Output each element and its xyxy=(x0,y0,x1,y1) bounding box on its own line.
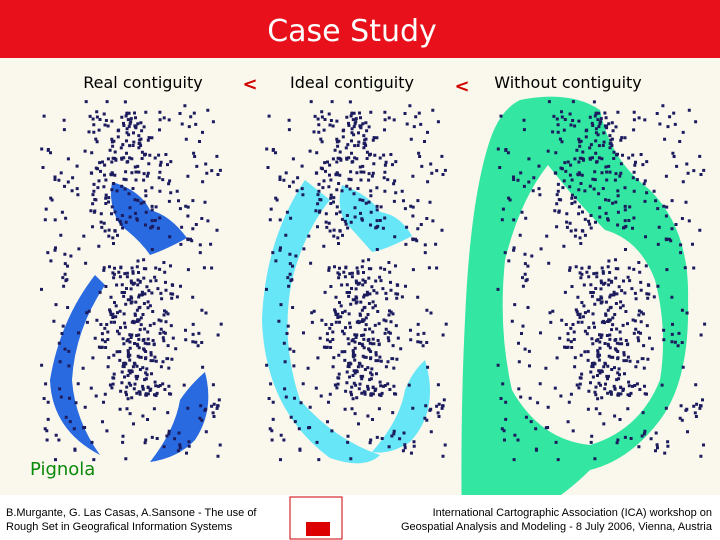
point-cloud xyxy=(40,100,707,462)
zone xyxy=(339,185,412,252)
logo-mark xyxy=(306,522,330,536)
zone xyxy=(461,96,689,540)
footer-right: International Cartographic Association (… xyxy=(433,507,712,519)
place-label: Pignola xyxy=(30,459,95,480)
footer-right: Geospatial Analysis and Modeling - 8 Jul… xyxy=(401,521,713,533)
label: Ideal contiguity xyxy=(290,73,414,92)
zones-real xyxy=(50,182,209,462)
separator: < xyxy=(454,76,469,97)
zones-ideal xyxy=(262,180,430,464)
zone xyxy=(111,182,187,255)
title: Case Study xyxy=(267,14,437,49)
zone xyxy=(150,372,209,462)
points xyxy=(40,100,707,462)
footer-bar xyxy=(0,495,720,540)
zone xyxy=(372,360,430,453)
title-bar xyxy=(0,0,720,58)
footer-left: Rough Set in Geografical Information Sys… xyxy=(6,521,233,533)
label: Without contiguity xyxy=(494,73,642,92)
zone xyxy=(50,275,105,455)
label: Real contiguity xyxy=(83,73,203,92)
footer-left: B.Murgante, G. Las Casas, A.Sansone - Th… xyxy=(6,507,257,519)
zone xyxy=(262,180,380,464)
separator: < xyxy=(242,74,257,95)
